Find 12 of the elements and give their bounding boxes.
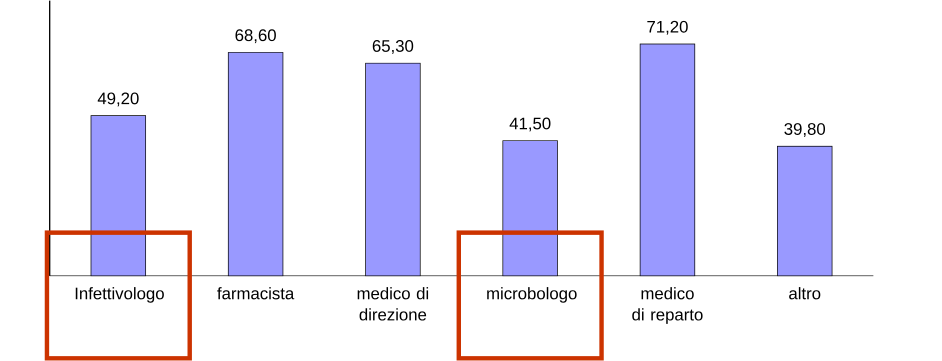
x-tick-label: Infettivologo bbox=[76, 287, 164, 303]
x-tick-label: microbologo bbox=[487, 287, 577, 303]
data-label: 68,60 bbox=[236, 30, 276, 44]
data-label: 71,20 bbox=[647, 21, 688, 35]
x-tick-label: farmacista bbox=[217, 287, 294, 300]
x-tick-label: medico di direzione bbox=[358, 287, 428, 321]
data-label: 41,50 bbox=[510, 118, 550, 132]
data-label: 65,30 bbox=[372, 40, 414, 54]
data-label: 39,80 bbox=[784, 123, 826, 138]
data-label: 49,20 bbox=[98, 92, 139, 107]
x-tick-label: altro bbox=[789, 287, 820, 300]
x-tick-label: medico di reparto bbox=[632, 287, 703, 324]
